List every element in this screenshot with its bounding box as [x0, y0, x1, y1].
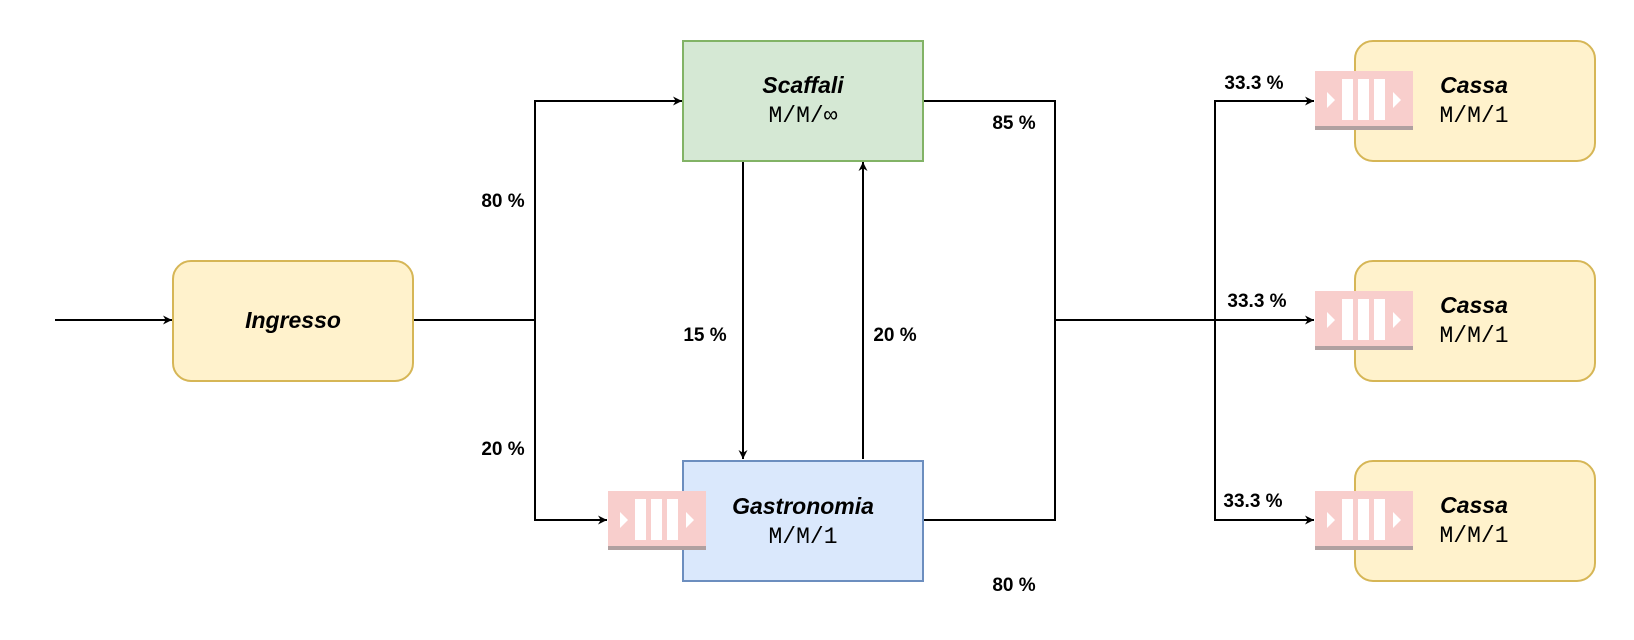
- queue-slot: [1374, 299, 1385, 340]
- queue-slot: [651, 499, 662, 540]
- queue-icon: [608, 491, 706, 550]
- cassa-title: Cassa: [1440, 292, 1508, 318]
- label-to-cassa-2: 33.3 %: [1227, 291, 1286, 312]
- label-scaffali-to-casse: 85 %: [992, 113, 1035, 134]
- queue-slot: [1342, 299, 1353, 340]
- queue-out-arrow: [686, 512, 694, 528]
- cassa-model: M/M/1: [1439, 523, 1508, 549]
- queue-icon: [1315, 491, 1413, 550]
- label-scaffali-to-gastronomia: 15 %: [683, 325, 726, 346]
- scaffali-model: M/M/∞: [768, 103, 837, 129]
- ingresso-title: Ingresso: [245, 307, 341, 333]
- gastronomia-model: M/M/1: [768, 524, 837, 550]
- cassa-title: Cassa: [1440, 492, 1508, 518]
- node-scaffali: Scaffali M/M/∞: [682, 40, 924, 162]
- edge-to-cassa-3: [1214, 320, 1314, 525]
- edge-ingresso-to-gastronomia: [534, 320, 607, 525]
- gastronomia-box: [682, 460, 924, 582]
- edges: [55, 96, 1314, 525]
- gastronomia-title: Gastronomia: [732, 493, 874, 519]
- queue-slot: [1342, 79, 1353, 120]
- queue-out-arrow: [1393, 512, 1401, 528]
- node-cassa-2: Cassa M/M/1: [1354, 260, 1596, 382]
- queue-slot: [1374, 79, 1385, 120]
- queue-slot: [635, 499, 646, 540]
- queue-slot: [667, 499, 678, 540]
- label-gastronomia-to-casse: 80 %: [992, 575, 1035, 596]
- queue-base: [1315, 546, 1413, 550]
- cassa-model: M/M/1: [1439, 323, 1508, 349]
- label-gastronomia-to-scaffali: 20 %: [873, 325, 916, 346]
- queue-base: [1315, 126, 1413, 130]
- queue-slot: [1342, 499, 1353, 540]
- label-ingresso-to-scaffali: 80 %: [481, 191, 524, 212]
- label-ingresso-to-gastronomia: 20 %: [481, 439, 524, 460]
- queue-base: [1315, 346, 1413, 350]
- queue-icon: [1315, 71, 1413, 130]
- queue-in-arrow: [620, 512, 628, 528]
- queue-in-arrow: [1327, 512, 1335, 528]
- node-cassa-3: Cassa M/M/1: [1354, 460, 1596, 582]
- cassa-model: M/M/1: [1439, 103, 1508, 129]
- edge-to-cassa-1: [1214, 96, 1314, 320]
- scaffali-title: Scaffali: [762, 72, 844, 98]
- queue-out-arrow: [1393, 312, 1401, 328]
- ingresso-box: [172, 260, 414, 382]
- node-cassa-1: Cassa M/M/1: [1354, 40, 1596, 162]
- edge-labels: 80 % 20 % 15 % 20 % 85 % 80 % 33.3 % 33.…: [481, 73, 1286, 596]
- queue-slot: [1374, 499, 1385, 540]
- queue-slot: [1358, 79, 1369, 120]
- edge-scaffali-to-casse: [923, 100, 1056, 320]
- edge-ingresso-to-scaffali: [534, 96, 682, 320]
- node-ingresso: Ingresso: [172, 260, 414, 382]
- label-to-cassa-3: 33.3 %: [1223, 491, 1282, 512]
- scaffali-box: [682, 40, 924, 162]
- queue-in-arrow: [1327, 312, 1335, 328]
- queue-in-arrow: [1327, 92, 1335, 108]
- queue-slot: [1358, 499, 1369, 540]
- queue-base: [608, 546, 706, 550]
- queue-slot: [1358, 299, 1369, 340]
- label-to-cassa-1: 33.3 %: [1224, 73, 1283, 94]
- node-gastronomia: Gastronomia M/M/1: [682, 460, 924, 582]
- queue-icon: [1315, 291, 1413, 350]
- edge-gastronomia-to-casse: [923, 320, 1056, 521]
- cassa-title: Cassa: [1440, 72, 1508, 98]
- queue-out-arrow: [1393, 92, 1401, 108]
